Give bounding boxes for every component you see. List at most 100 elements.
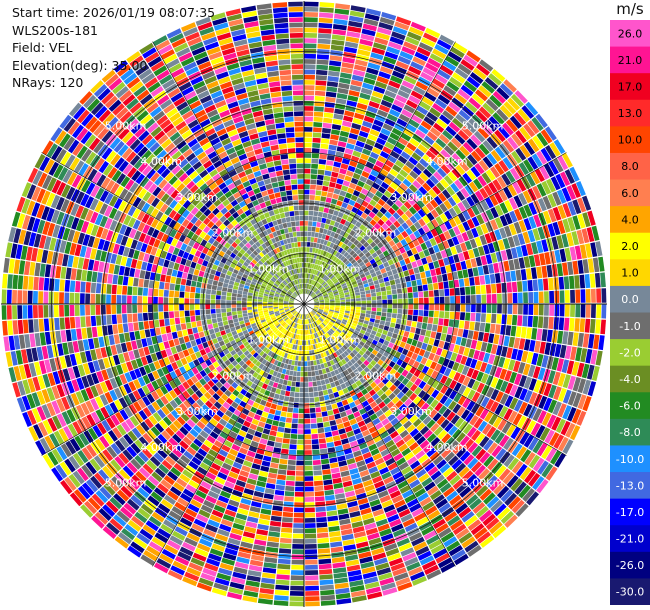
velocity-gate [331,262,337,268]
velocity-gate [410,90,423,100]
velocity-gate [549,290,555,303]
velocity-gate [494,129,506,143]
velocity-gate [309,291,313,296]
velocity-gate [527,120,540,135]
velocity-gate [171,331,178,339]
velocity-gate [367,346,374,353]
velocity-gate [352,172,361,180]
velocity-gate [298,350,302,356]
velocity-gate [332,250,338,256]
velocity-gate [519,388,528,401]
velocity-gate [582,333,590,348]
velocity-gate [437,167,447,178]
velocity-gate [539,165,550,180]
velocity-gate [427,57,442,69]
velocity-gate [358,158,367,166]
velocity-gate [333,210,339,217]
velocity-gate [445,125,457,137]
velocity-gate [485,119,497,132]
velocity-gate [401,109,413,119]
velocity-gate [567,261,574,275]
velocity-gate [564,290,570,303]
velocity-gate [362,23,377,32]
velocity-gate [363,18,379,27]
velocity-gate [399,182,408,191]
velocity-gate [512,413,523,426]
velocity-gate [322,321,327,326]
velocity-gate [558,387,567,402]
velocity-gate [293,408,299,413]
velocity-gate [377,27,392,36]
velocity-gate [339,333,345,339]
velocity-gate [473,417,484,429]
velocity-gate [425,202,435,212]
velocity-gate [408,184,418,193]
velocity-gate [429,160,440,171]
velocity-gate [360,313,366,317]
velocity-gate [330,50,343,57]
velocity-gate [546,178,556,193]
velocity-gate [359,238,367,245]
velocity-gate [183,335,190,343]
velocity-gate [315,85,326,91]
velocity-gate [318,296,324,300]
velocity-gate [449,390,458,400]
velocity-gate [417,316,423,323]
velocity-gate [334,310,340,314]
velocity-gate [432,48,447,60]
velocity-gate [348,345,354,352]
velocity-gate [340,280,346,285]
velocity-gate [601,288,607,303]
velocity-gate [389,108,401,118]
velocity-gate [392,190,401,199]
velocity-gate [414,51,429,62]
velocity-gate [316,283,320,288]
velocity-gate [394,123,405,132]
velocity-gate [370,241,377,248]
velocity-gate [515,503,529,517]
velocity-gate [166,332,173,341]
velocity-gate [458,176,468,187]
velocity-gate [353,239,360,246]
velocity-gate [319,2,335,8]
velocity-gate [453,226,461,236]
velocity-gate [384,281,391,287]
velocity-gate [315,506,326,512]
velocity-gate [437,325,443,333]
velocity-gate [520,326,527,339]
velocity-gate [317,169,325,175]
velocity-gate [371,300,377,304]
velocity-gate [460,187,470,198]
velocity-gate [467,268,474,278]
velocity-gate [577,260,584,274]
velocity-gate [321,261,325,267]
velocity-gate [354,338,361,344]
velocity-gate [398,137,409,146]
velocity-gate [404,275,411,282]
velocity-gate [433,260,440,269]
velocity-gate [470,286,476,295]
velocity-gate [444,304,450,311]
velocity-gate [548,160,559,175]
velocity-gate [381,291,387,296]
velocity-gate [211,313,217,319]
velocity-gate [427,377,435,386]
velocity-gate [341,321,347,325]
velocity-gate [309,195,315,200]
velocity-gate [469,277,475,286]
velocity-gate [585,289,591,303]
velocity-gate [197,326,204,333]
velocity-gate [228,319,234,325]
velocity-gate [418,297,424,304]
velocity-gate [325,218,331,225]
velocity-gate [411,405,420,414]
velocity-gate [439,395,449,405]
velocity-gate [361,264,367,270]
velocity-gate [438,405,448,415]
velocity-gate [390,150,400,159]
velocity-gate [338,406,345,413]
velocity-gate [508,496,521,510]
velocity-gate [327,520,339,527]
velocity-gate [418,218,426,227]
velocity-gate [476,214,485,225]
